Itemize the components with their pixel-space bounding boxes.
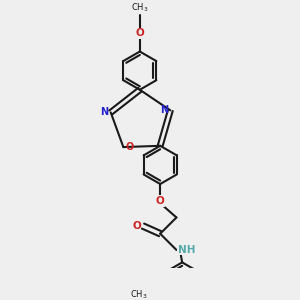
Text: N: N: [100, 107, 109, 117]
Text: O: O: [156, 196, 165, 206]
Text: O: O: [125, 142, 134, 152]
Text: NH: NH: [178, 245, 196, 255]
Text: N: N: [160, 105, 168, 116]
Text: O: O: [132, 221, 141, 231]
Text: O: O: [135, 28, 144, 38]
Text: CH$_3$: CH$_3$: [130, 289, 147, 300]
Text: CH$_3$: CH$_3$: [131, 2, 148, 14]
